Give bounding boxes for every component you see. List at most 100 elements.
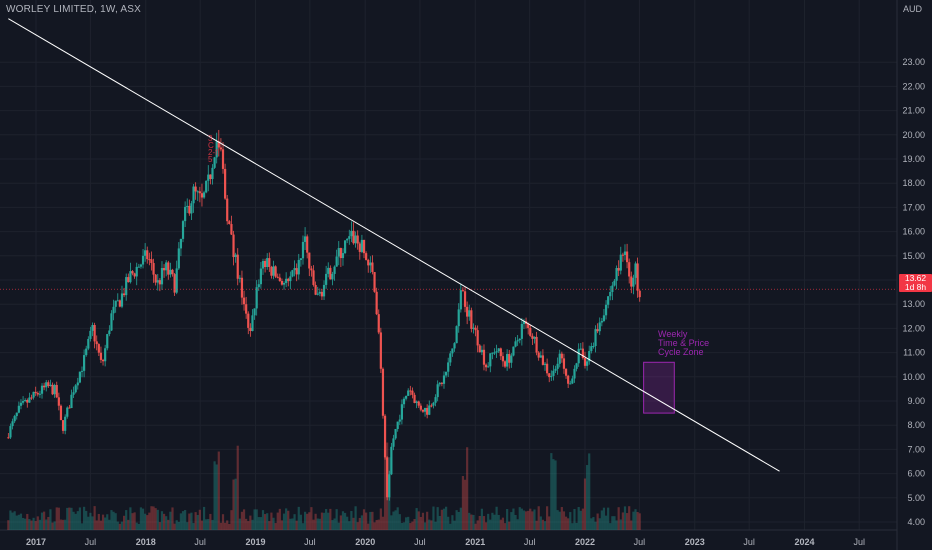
candle-body	[398, 419, 401, 422]
volume-bar	[99, 520, 103, 530]
candle-body	[179, 238, 183, 249]
volume-bar	[144, 513, 147, 530]
candle-body	[156, 280, 159, 283]
volume-bar	[257, 517, 260, 530]
volume-bar	[211, 519, 214, 530]
candle-body	[337, 248, 340, 257]
volume-bar	[413, 519, 416, 530]
candle-body	[217, 141, 220, 148]
y-tick-label: 19.00	[902, 154, 925, 164]
volume-bar	[110, 510, 113, 530]
volume-bar	[531, 511, 534, 530]
candle-body	[609, 291, 612, 297]
volume-bar	[362, 509, 366, 530]
candle-body	[87, 338, 90, 349]
volume-bar	[213, 461, 216, 530]
volume-bar	[66, 507, 69, 530]
candle-body	[293, 268, 296, 271]
time-axis[interactable]: 2017 Jul 2018 Jul 2019 Jul 2020 Jul 2021 Jul 2022 J…	[26, 537, 865, 547]
candle-body	[72, 392, 75, 395]
volume-bar	[548, 516, 551, 530]
candle-body	[108, 330, 111, 335]
volume-bar	[575, 522, 578, 530]
candle-body	[205, 180, 208, 193]
candle-body	[34, 391, 37, 394]
volume-bar	[625, 513, 629, 530]
volume-bar	[68, 507, 71, 530]
candle-body	[371, 262, 374, 273]
candle-body	[541, 355, 545, 365]
y-tick-label: 5.00	[907, 493, 925, 503]
volume-bar	[371, 511, 374, 530]
candle-body	[598, 322, 601, 332]
candle-body	[127, 277, 130, 283]
volume-bar	[449, 523, 452, 530]
candle-body	[289, 276, 292, 282]
volume-bar	[32, 517, 35, 530]
volume-bar	[55, 507, 58, 530]
candle-body	[360, 239, 364, 252]
y-tick-label: 12.00	[902, 323, 925, 333]
volume-bar	[158, 522, 161, 530]
candle-body	[264, 260, 267, 268]
volume-bar	[276, 512, 279, 530]
y-tick-label: 7.00	[907, 444, 925, 454]
volume-bar	[577, 507, 580, 530]
volume-bar	[604, 515, 608, 530]
volume-bar	[472, 514, 475, 530]
volume-bar	[24, 518, 27, 530]
candle-body	[590, 346, 593, 352]
volume-bar	[162, 513, 166, 530]
volume-bar	[228, 523, 231, 530]
volume-bar	[337, 522, 340, 530]
volume-bar	[280, 520, 284, 530]
candle-body	[59, 405, 63, 421]
candle-body	[308, 252, 311, 269]
trendline[interactable]	[8, 18, 780, 472]
volume-bar	[219, 522, 223, 530]
volume-bar	[375, 520, 378, 530]
volume-bar	[160, 511, 164, 530]
candle-body	[352, 230, 355, 244]
y-tick-label: 6.00	[907, 469, 925, 479]
candle-body	[512, 346, 515, 356]
volume-bar	[133, 512, 136, 530]
candle-body	[234, 254, 237, 258]
candle-body	[440, 382, 443, 384]
bar-countdown: 1d 8h	[904, 282, 927, 292]
volume-bar	[554, 460, 557, 530]
candle-body	[9, 426, 12, 438]
candle-body	[619, 254, 622, 271]
volume-bar	[390, 515, 393, 530]
volume-bar	[148, 512, 151, 530]
candle-body	[407, 390, 410, 396]
volume-bar	[628, 506, 631, 530]
volume-bar	[518, 507, 521, 530]
x-tick-label: Jul	[304, 537, 316, 547]
volume-bar	[457, 511, 460, 530]
candle-body	[186, 205, 189, 207]
volume-bar	[135, 522, 138, 530]
x-tick-label: Jul	[853, 537, 865, 547]
x-tick-label: 2018	[136, 537, 156, 547]
volume-bar	[215, 464, 218, 530]
candle-body	[474, 327, 477, 331]
candle-body	[375, 291, 378, 315]
volume-bar	[59, 519, 63, 530]
price-axis[interactable]: 4.00 5.00 6.00 7.00 8.00 9.00 10.00 11.00 12.00 1…	[902, 57, 925, 527]
volume-bar	[499, 519, 502, 530]
volume-bar	[594, 521, 597, 530]
candle-body	[463, 291, 467, 307]
volume-bar	[341, 511, 345, 530]
y-tick-label: 21.00	[902, 106, 925, 116]
candle-body	[240, 277, 244, 298]
volume-bar	[87, 516, 90, 530]
candle-body	[421, 409, 425, 412]
candle-body	[150, 259, 153, 264]
candle-body	[596, 329, 599, 332]
volume-bar	[259, 517, 262, 530]
volume-bar	[101, 514, 105, 530]
candle-body	[15, 412, 18, 417]
candle-body	[341, 253, 345, 259]
